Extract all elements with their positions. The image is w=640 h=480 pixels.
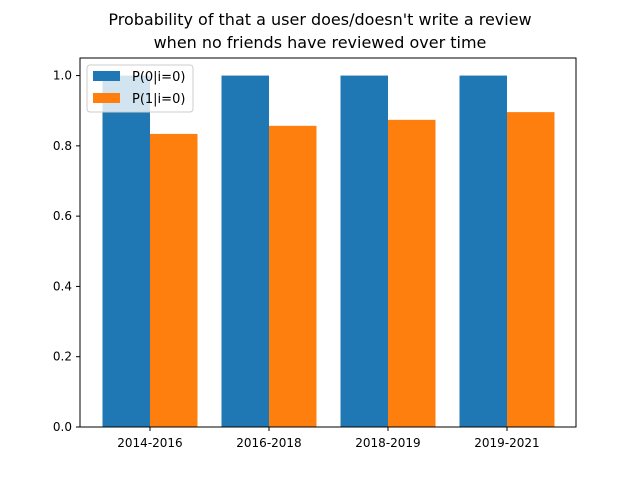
bar-s0-2018-2019 — [340, 75, 388, 428]
x-tick-label: 2018-2019 — [355, 436, 420, 450]
y-tick-label: 0.8 — [53, 139, 72, 153]
bar-s0-2016-2018 — [221, 75, 269, 428]
chart-title-line-1: Probability of that a user does/doesn't … — [108, 10, 532, 29]
plot-frame — [79, 57, 577, 428]
x-tick-label: 2019-2021 — [474, 436, 539, 450]
legend-label-p1: P(1|i=0) — [132, 92, 185, 107]
legend-label-p0: P(0|i=0) — [132, 70, 185, 85]
bar-s1-2016-2018 — [269, 125, 317, 427]
x-axis: 2014-2016 2016-2018 2018-2019 2019-2021 — [117, 427, 540, 450]
y-axis: 0.0 0.2 0.4 0.6 0.8 1.0 — [53, 69, 80, 434]
legend: P(0|i=0) P(1|i=0) — [86, 64, 194, 113]
y-tick-label: 1.0 — [53, 69, 72, 83]
bar-s0-2019-2021 — [459, 75, 507, 428]
bar-s1-2018-2019 — [388, 119, 436, 427]
y-tick-label: 0.6 — [53, 209, 72, 223]
y-tick-label: 0.4 — [53, 279, 72, 293]
y-tick-label: 0.0 — [53, 420, 72, 434]
bar-s0-2014-2016 — [102, 75, 150, 428]
chart-title-line-2: when no friends have reviewed over time — [153, 33, 487, 52]
x-tick-label: 2014-2016 — [117, 436, 182, 450]
y-tick-label: 0.2 — [53, 350, 72, 364]
x-tick-label: 2016-2018 — [236, 436, 301, 450]
bar-s1-2014-2016 — [150, 133, 198, 427]
bars-group — [102, 75, 555, 428]
bar-s1-2019-2021 — [507, 112, 555, 428]
legend-swatch-p0 — [93, 71, 120, 81]
legend-swatch-p1 — [93, 93, 120, 103]
